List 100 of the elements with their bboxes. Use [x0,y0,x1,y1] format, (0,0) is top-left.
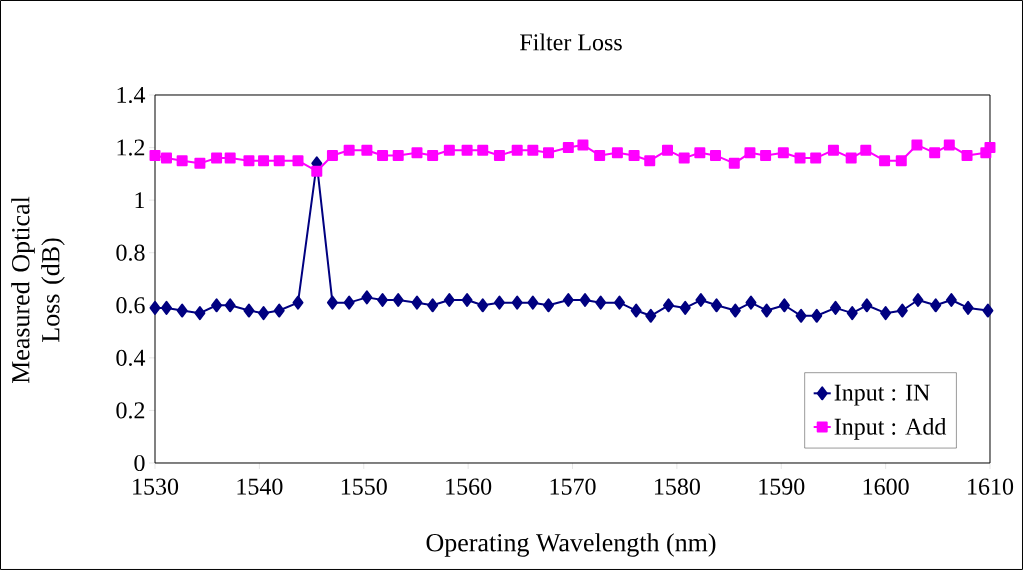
y-axis-title: Measured Optical Loss (dB) [11,196,65,384]
point [945,293,957,308]
point [443,293,455,308]
point [984,142,996,154]
x-tick-label: 1540 [237,478,283,495]
point [846,306,858,321]
point [611,147,623,159]
point [511,144,523,156]
point [411,147,423,159]
point [427,298,439,313]
point [982,303,994,318]
point [663,298,675,313]
point [761,303,773,318]
point [493,295,505,310]
point [543,147,554,159]
x-axis-title: Operating Wavelength (nm) [426,533,716,557]
point [392,293,404,308]
point [709,149,721,161]
point [695,293,707,308]
point [895,155,907,167]
point [461,293,473,308]
point [543,298,554,313]
point [679,300,691,315]
x-tick-label: 1530 [133,478,179,495]
point [830,300,842,315]
point [644,155,656,167]
point [562,142,574,154]
point [411,295,423,310]
point [194,306,206,321]
point [443,144,455,156]
point [292,295,304,310]
x-tick-label: 1600 [863,478,909,495]
point [326,149,338,161]
point [194,157,206,169]
point [961,149,973,161]
y-tick-label: 0.4 [116,349,146,366]
point [377,293,389,308]
point [810,152,822,164]
point [224,152,236,164]
y-tick-label: 0.8 [116,244,145,261]
point [795,308,807,323]
point [962,300,974,315]
point [879,155,891,167]
point [160,152,172,164]
point [243,303,255,318]
point [273,155,285,167]
point [630,303,642,318]
point [160,300,172,315]
point [292,155,304,167]
legend-label: Input : IN [834,384,930,406]
point [912,293,924,308]
point [461,144,473,156]
point [694,147,706,159]
point [860,144,872,156]
point [711,298,723,313]
point [861,298,873,313]
point [377,149,389,161]
point [943,139,955,151]
point [527,144,539,156]
point [258,306,270,321]
point [311,165,323,177]
point [211,298,223,313]
point [477,298,489,313]
point [760,149,772,161]
y-tick-label: 1 [135,192,145,209]
x-tick-label: 1590 [759,478,805,495]
point [343,295,355,310]
point [243,155,255,167]
point [777,147,789,159]
point [845,152,857,164]
y-tick-label: 1.4 [117,86,146,104]
point [827,144,839,156]
point [929,147,941,159]
point [778,298,790,313]
point [176,155,188,167]
point [258,155,270,167]
y-tick-label: 1.2 [117,139,145,156]
point [577,139,589,151]
point [224,298,236,313]
point [811,308,823,323]
point [343,144,355,156]
point [273,303,285,318]
point [678,152,690,164]
point [477,144,489,156]
legend-label: Input : Add [834,417,947,440]
y-tick-label: 0.6 [116,297,145,314]
point [745,295,757,310]
point [427,149,439,161]
point [613,295,625,310]
point [149,300,161,315]
point [645,308,657,323]
x-tick-label: 1610 [968,478,1014,495]
point [361,144,373,156]
point [896,303,908,318]
point [511,295,523,310]
point [149,149,161,161]
point [794,152,806,164]
y-tick-label: 0 [134,454,145,472]
x-tick-label: 1580 [654,478,700,495]
point [176,303,188,318]
